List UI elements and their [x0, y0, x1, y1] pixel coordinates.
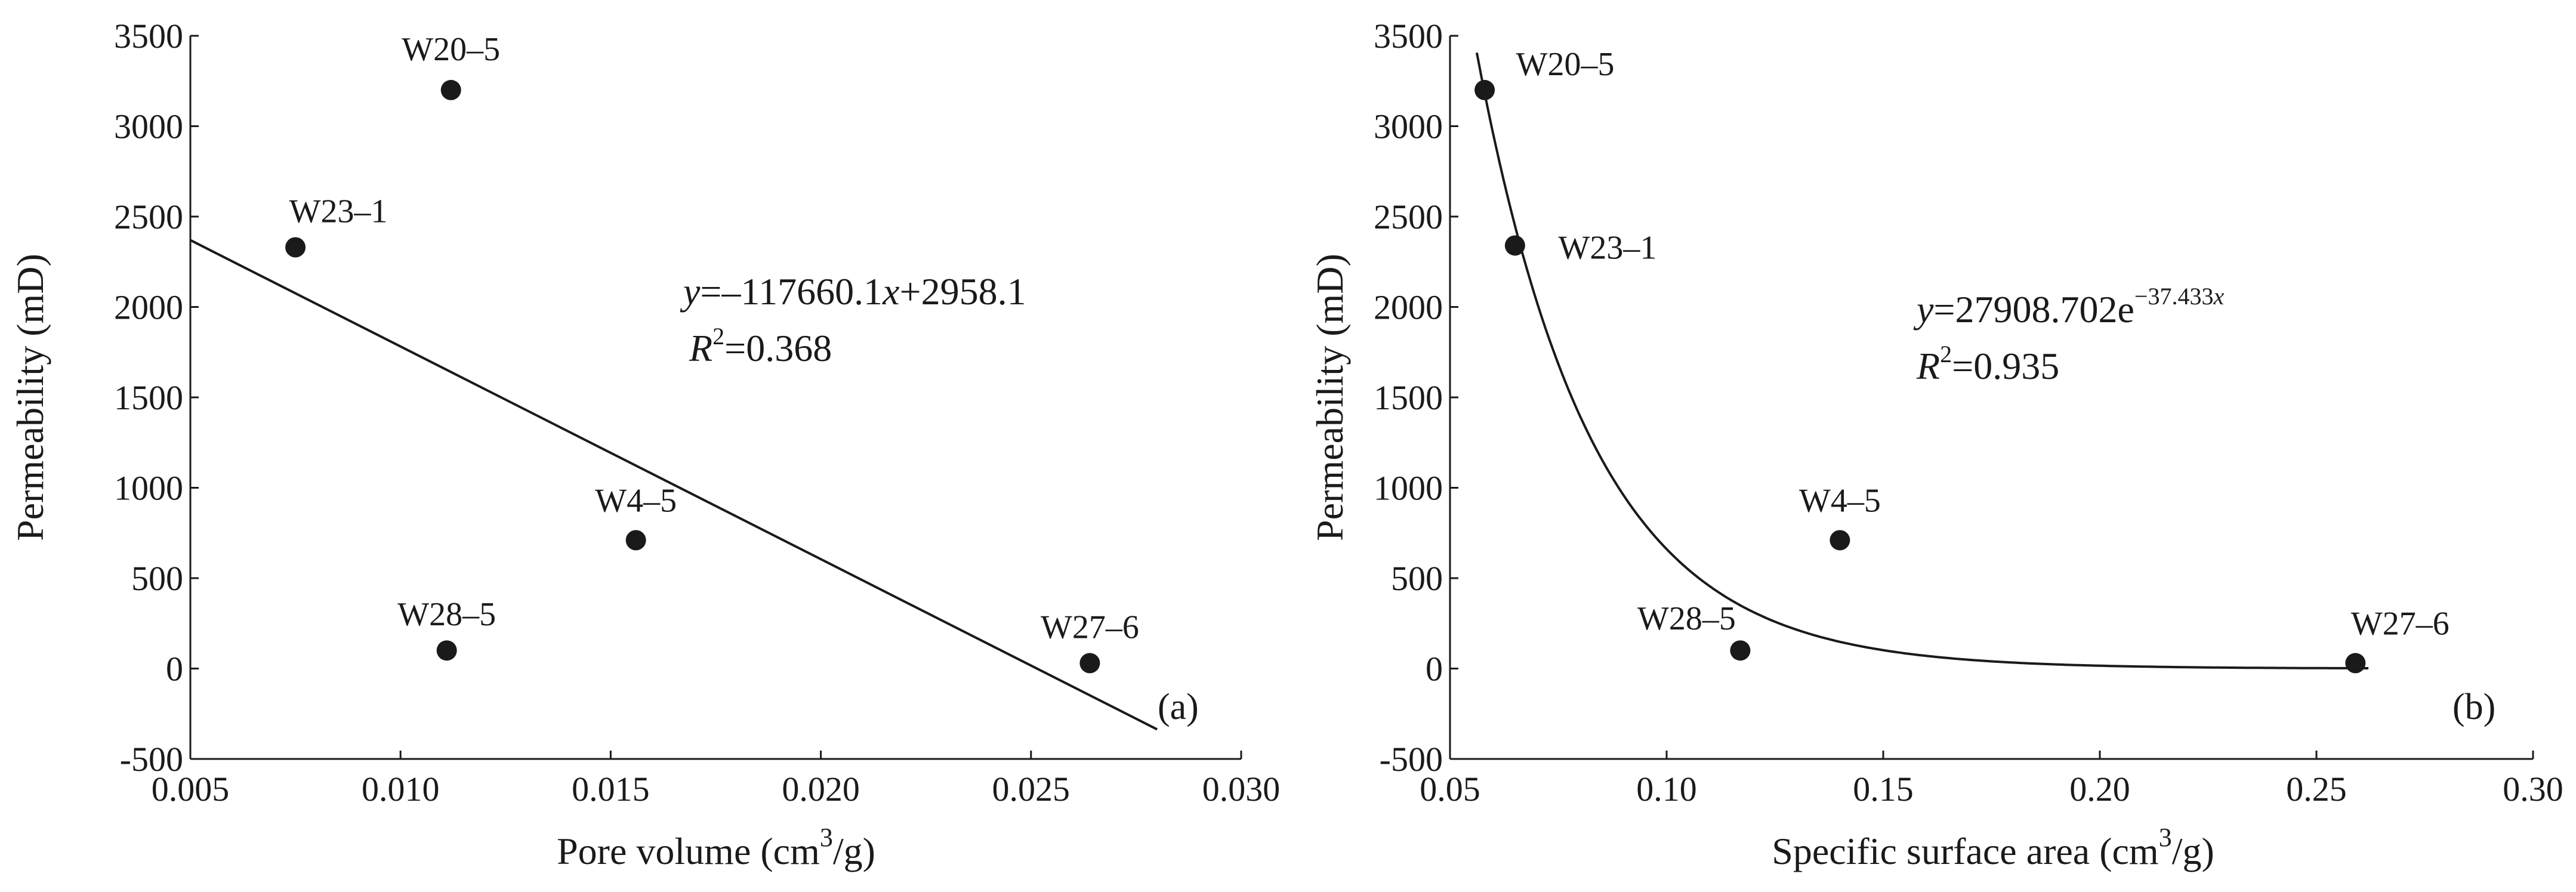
panel-b-y-tick-label: 2500 [1374, 197, 1443, 236]
panel-a-data-point [625, 530, 646, 551]
panel-b-point-label: W20–5 [1516, 46, 1615, 83]
panel-b-y-tick-label: 1000 [1374, 469, 1443, 508]
panel-b-eq-y: y [1913, 288, 1934, 331]
panel-a-y-axis-title: Permeability (mD) [9, 254, 51, 541]
panel-a-x-tick-label: 0.005 [152, 770, 230, 808]
panel-b-xlabel-main: Specific surface area (cm [1772, 830, 2158, 872]
panel-b-y-tick-label: 3000 [1374, 107, 1443, 146]
panel-a-y-tick-label: 1500 [114, 378, 183, 417]
panel-a-pore-volume-chart: 0.005 0.010 0.015 0.020 0.025 0.030 -500 0 500 1… [9, 17, 1280, 872]
panel-b-x-tick-label: 0.30 [2503, 770, 2563, 808]
panel-a-y-tick-label: 1000 [114, 469, 183, 508]
panel-a-x-tick-label: 0.020 [782, 770, 860, 808]
panel-b-letter: (b) [2452, 687, 2495, 727]
panel-b-x-axis-title: Specific surface area (cm3/g) [1772, 823, 2214, 872]
panel-a-x-tick-label: 0.030 [1202, 770, 1281, 808]
panel-a-y-tick-label: 2500 [114, 197, 183, 236]
panel-b-point-label: W23–1 [1558, 229, 1656, 266]
panel-a-x-tick-label: 0.025 [992, 770, 1070, 808]
panel-b-xlabel-sup: 3 [2159, 823, 2172, 852]
panel-b-eq-body: =27908.702e [1933, 288, 2134, 331]
panel-b-eq-exp: −37.433 [2134, 283, 2214, 310]
panel-b-data-point [2345, 653, 2366, 674]
panel-b-y-tick-label: 2000 [1374, 288, 1443, 327]
panel-a-x-axis-title: Pore volume (cm3/g) [557, 823, 875, 872]
panel-b-r-squared: R2=0.935 [1916, 341, 2059, 387]
panel-b-y-tick-label: -500 [1380, 740, 1443, 779]
panel-a-y-tick-label: 2000 [114, 288, 183, 327]
panel-a-data-point [436, 640, 457, 661]
panel-a-data-point [1079, 653, 1100, 674]
panel-a-point-label: W27–6 [1041, 609, 1139, 646]
panel-a-r2-value: =0.368 [724, 327, 832, 369]
panel-b-trend-curve [1475, 52, 2369, 669]
panel-b-x-tick-label: 0.05 [1420, 770, 1480, 808]
panel-a-eq-x: x [882, 270, 899, 313]
panel-a-data-point [285, 237, 306, 258]
panel-a-point-label: W4–5 [595, 482, 677, 519]
panel-b-x-tick-label: 0.25 [2286, 770, 2347, 808]
panel-a-equation: y=–117660.1x+2958.1 [680, 270, 1026, 313]
panel-b-y-tick-label: 500 [1391, 559, 1443, 598]
panel-b-y-axis-title: Permeability (mD) [1309, 254, 1351, 541]
panel-a-x-tick-label: 0.010 [362, 770, 440, 808]
panel-a-trend-line [190, 239, 1158, 731]
panel-a-point-label: W28–5 [397, 596, 496, 633]
panel-b-data-point [1830, 530, 1850, 551]
panel-b-x-tick-label: 0.10 [1636, 770, 1697, 808]
panel-b-x-tick-label: 0.15 [1853, 770, 1914, 808]
panel-b-y-tick-label: 3500 [1374, 17, 1443, 55]
panel-a-point-label: W20–5 [402, 31, 500, 68]
panel-a-eq-rest: +2958.1 [900, 270, 1026, 313]
panel-b-point-label: W28–5 [1637, 600, 1736, 637]
panel-b-point-label: W4–5 [1799, 482, 1881, 519]
panel-a-x-tick-label: 0.015 [572, 770, 650, 808]
panel-a-xlabel-main: Pore volume (cm [557, 830, 820, 872]
panel-b-r2-r: R [1916, 345, 1940, 387]
panel-b-r2-sup: 2 [1940, 341, 1952, 368]
panel-a-data-point [440, 79, 461, 100]
panel-a-r2-sup: 2 [712, 323, 724, 350]
panel-b-data-point [1730, 640, 1751, 661]
panel-a-r2-r: R [689, 327, 712, 369]
panel-a-y-tick-label: -500 [120, 740, 183, 779]
panel-a-eq-body: =–117660.1 [700, 270, 883, 313]
panel-b-r2-value: =0.935 [1952, 345, 2059, 387]
panel-b-y-tick-label: 1500 [1374, 378, 1443, 417]
panel-a-letter: (a) [1158, 687, 1199, 727]
panel-b-x-tick-label: 0.20 [2069, 770, 2130, 808]
panel-a-y-tick-label: 0 [166, 650, 183, 689]
panel-a-xlabel-tail: /g) [833, 830, 875, 872]
panel-b-y-tick-label: 0 [1426, 650, 1443, 689]
panel-a-y-tick-label: 3500 [114, 17, 183, 55]
panel-b-specific-surface-area-chart: 0.05 0.10 0.15 0.20 0.25 0.30 -500 0 500 1000 150… [1309, 17, 2563, 872]
panel-b-eq-exp-x: x [2213, 283, 2224, 310]
panel-a-xlabel-sup: 3 [820, 823, 833, 852]
panel-b-xlabel-tail: /g) [2172, 830, 2214, 872]
panel-a-r-squared: R2=0.368 [689, 323, 832, 369]
panel-a-point-label: W23–1 [289, 193, 388, 230]
panel-b-point-label: W27–6 [2351, 605, 2449, 642]
panel-a-y-tick-label: 3000 [114, 107, 183, 146]
panel-a-y-tick-label: 500 [131, 559, 183, 598]
panel-b-equation: y=27908.702e−37.433x [1913, 283, 2224, 331]
panel-a-eq-y: y [680, 270, 701, 313]
